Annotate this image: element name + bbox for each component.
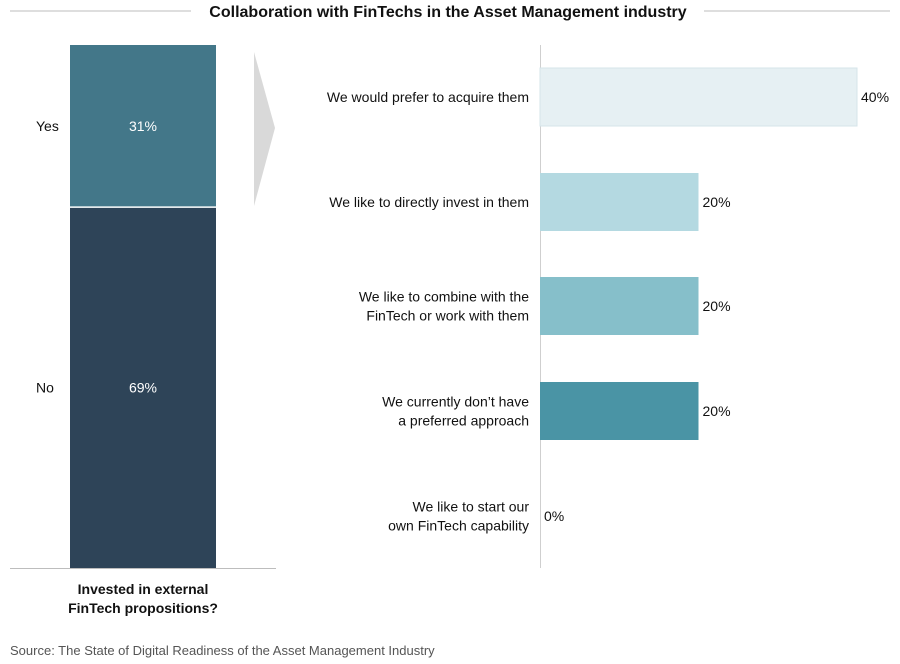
bar-4 (540, 382, 699, 440)
bar-category-label: We like to combine with the (359, 289, 529, 305)
stacked-segment-yes (70, 45, 216, 208)
segment-value-label: 31% (129, 118, 157, 134)
stacked-segment-no (70, 207, 216, 568)
source-note: Source: The State of Digital Readiness o… (10, 643, 435, 658)
bar-value-label: 20% (703, 298, 731, 314)
stacked-bar-group: 31% Yes 69% No Invested in external FinTech p… (10, 45, 276, 616)
bar-value-label: 20% (703, 194, 731, 210)
bar-category-label: We like to start our (413, 499, 530, 515)
bar-category-label: We like to directly invest in them (329, 194, 529, 210)
bar-value-label: 40% (861, 89, 889, 105)
segment-category-label: Yes (36, 118, 59, 134)
bar-category-label: We currently don’t have (382, 394, 529, 410)
bar-category-label: We would prefer to acquire them (327, 89, 529, 105)
bar-3 (540, 277, 699, 335)
segment-value-label: 69% (129, 380, 157, 396)
axis-title-line: Invested in external (78, 581, 209, 597)
bar-category-label: FinTech or work with them (366, 308, 529, 324)
bar-1 (539, 67, 858, 127)
bar-value-label: 0% (544, 508, 564, 524)
segment-category-label: No (36, 380, 54, 396)
bar-2 (540, 173, 699, 231)
axis-title-line: FinTech propositions? (68, 600, 218, 616)
bar-category-label: own FinTech capability (388, 518, 529, 534)
bar-category-label: a preferred approach (398, 413, 529, 429)
chevron-arrow-icon (254, 52, 275, 206)
chart-title: Collaboration with FinTechs in the Asset… (209, 4, 686, 21)
bar-value-label: 20% (703, 403, 731, 419)
horizontal-bar-group: 40% We would prefer to acquire them 20% We … (327, 45, 889, 568)
